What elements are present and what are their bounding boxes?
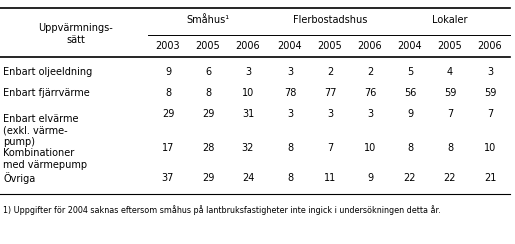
- Text: 10: 10: [364, 143, 376, 153]
- Text: 9: 9: [165, 67, 171, 77]
- Text: 3: 3: [327, 109, 333, 119]
- Text: 78: 78: [284, 88, 296, 98]
- Text: 10: 10: [484, 143, 496, 153]
- Text: 28: 28: [202, 143, 214, 153]
- Text: 29: 29: [162, 109, 174, 119]
- Text: 32: 32: [242, 143, 254, 153]
- Text: 2: 2: [327, 67, 333, 77]
- Text: Enbart elvärme
(exkl. värme-
pump): Enbart elvärme (exkl. värme- pump): [3, 114, 78, 147]
- Text: Småhus¹: Småhus¹: [186, 15, 230, 25]
- Text: 8: 8: [205, 88, 211, 98]
- Text: 37: 37: [162, 173, 174, 183]
- Text: 4: 4: [447, 67, 453, 77]
- Text: 3: 3: [487, 67, 493, 77]
- Text: Enbart fjärrvärme: Enbart fjärrvärme: [3, 88, 90, 98]
- Text: Uppvärmnings-
sätt: Uppvärmnings- sätt: [38, 23, 113, 45]
- Text: 59: 59: [484, 88, 496, 98]
- Text: 2006: 2006: [478, 41, 502, 51]
- Text: 9: 9: [407, 109, 413, 119]
- Text: 77: 77: [324, 88, 336, 98]
- Text: 2005: 2005: [438, 41, 462, 51]
- Text: 5: 5: [407, 67, 413, 77]
- Text: 11: 11: [324, 173, 336, 183]
- Text: 3: 3: [287, 67, 293, 77]
- Text: Kombinationer
med värmepump: Kombinationer med värmepump: [3, 148, 87, 170]
- Text: 29: 29: [202, 173, 214, 183]
- Text: 2003: 2003: [156, 41, 180, 51]
- Text: Lokaler: Lokaler: [432, 15, 468, 25]
- Text: 76: 76: [364, 88, 376, 98]
- Text: 2006: 2006: [358, 41, 382, 51]
- Text: 10: 10: [242, 88, 254, 98]
- Text: 8: 8: [287, 173, 293, 183]
- Text: 9: 9: [367, 173, 373, 183]
- Text: 6: 6: [205, 67, 211, 77]
- Text: 22: 22: [404, 173, 416, 183]
- Text: 1) Uppgifter för 2004 saknas eftersom småhus på lantbruksfastigheter inte ingick: 1) Uppgifter för 2004 saknas eftersom sm…: [3, 205, 441, 215]
- Text: 2006: 2006: [236, 41, 260, 51]
- Text: 22: 22: [444, 173, 456, 183]
- Text: 8: 8: [287, 143, 293, 153]
- Text: 21: 21: [484, 173, 496, 183]
- Text: Flerbostadshus: Flerbostadshus: [293, 15, 367, 25]
- Text: 29: 29: [202, 109, 214, 119]
- Text: 8: 8: [407, 143, 413, 153]
- Text: 24: 24: [242, 173, 254, 183]
- Text: 2005: 2005: [196, 41, 220, 51]
- Text: 2: 2: [367, 67, 373, 77]
- Text: Övriga: Övriga: [3, 172, 35, 184]
- Text: 59: 59: [444, 88, 456, 98]
- Text: 3: 3: [367, 109, 373, 119]
- Text: Enbart oljeeldning: Enbart oljeeldning: [3, 67, 92, 77]
- Text: 3: 3: [245, 67, 251, 77]
- Text: 2005: 2005: [318, 41, 342, 51]
- Text: 31: 31: [242, 109, 254, 119]
- Text: 56: 56: [404, 88, 416, 98]
- Text: 8: 8: [165, 88, 171, 98]
- Text: 8: 8: [447, 143, 453, 153]
- Text: 2004: 2004: [278, 41, 302, 51]
- Text: 7: 7: [447, 109, 453, 119]
- Text: 7: 7: [327, 143, 333, 153]
- Text: 3: 3: [287, 109, 293, 119]
- Text: 7: 7: [487, 109, 493, 119]
- Text: 17: 17: [162, 143, 174, 153]
- Text: 2004: 2004: [398, 41, 422, 51]
